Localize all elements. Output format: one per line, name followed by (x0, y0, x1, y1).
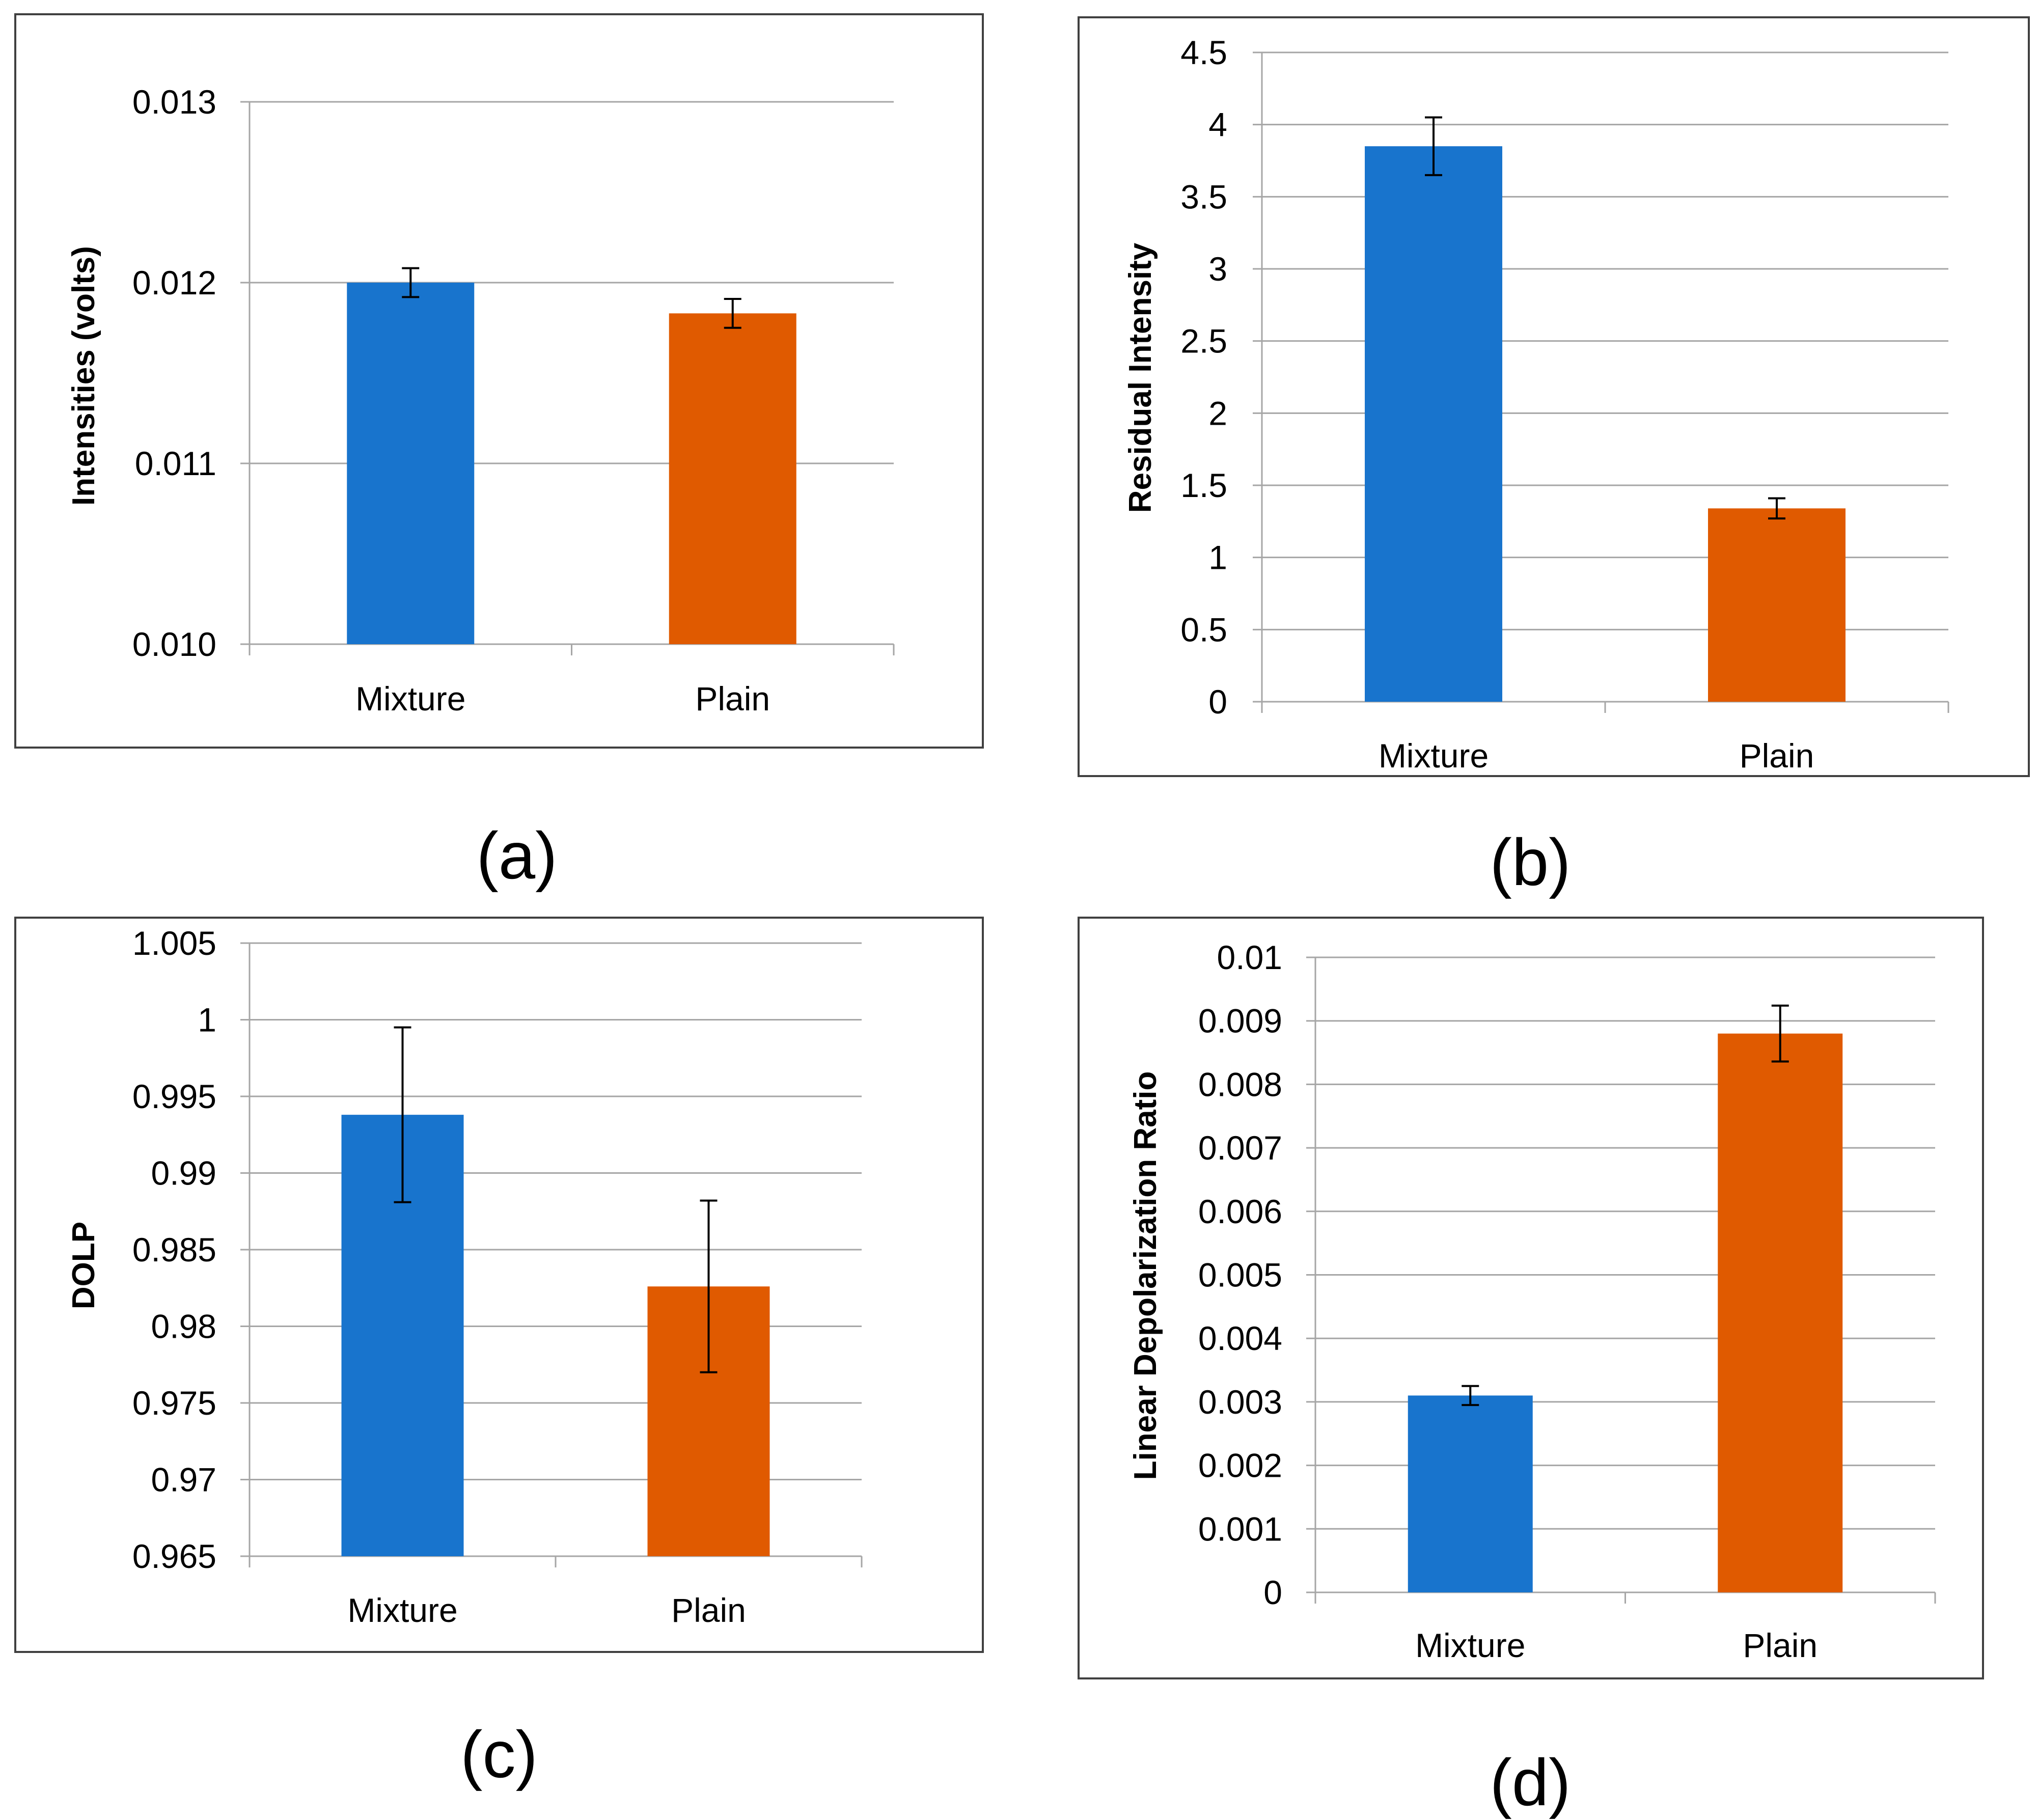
panel-c-y-tick-label: 0.965 (132, 1537, 216, 1575)
panel-c-y-tick-label: 0.97 (151, 1461, 216, 1499)
panel-c-caption: (c) (460, 1717, 538, 1791)
panel-c-category-labels: Mixture Plain (347, 1591, 746, 1629)
panel-d-category-label: Plain (1743, 1626, 1817, 1664)
panel-c-y-tick-label: 1 (198, 1001, 216, 1039)
panel-b-y-tick-label: 4 (1208, 106, 1227, 144)
panel-d-y-tick-label: 0.003 (1198, 1383, 1282, 1421)
panel-b-y-tick-label: 4.5 (1180, 34, 1227, 71)
panel-c-tick-labels: 0.965 0.97 0.975 0.98 0.985 0.99 0.995 1 1.005 (132, 924, 216, 1575)
panel-c-y-tick-label: 0.99 (151, 1154, 216, 1192)
panel-c: 0.965 0.97 0.975 0.98 0.985 0.99 0.995 1 1.005 M… (14, 917, 984, 1791)
panel-d-error-bars (1462, 1004, 1789, 1407)
panel-c-y-tick-label: 0.995 (132, 1078, 216, 1115)
panel-b-category-label: Plain (1740, 737, 1814, 775)
panel-b-frame (1078, 16, 2030, 777)
panel-a-bars (347, 283, 796, 644)
panel-a-y-tick-label: 0.013 (132, 83, 216, 121)
panel-d-category-label: Mixture (1415, 1626, 1525, 1664)
panel-b-y-tick-label: 1 (1208, 539, 1227, 576)
panel-b-tick-labels: 0 0.5 1 1.5 2 2.5 3 3.5 4 4.5 (1180, 34, 1227, 721)
panel-b-y-axis-label: Residual Intensity (1123, 242, 1158, 513)
panel-a-bar-plain (669, 313, 796, 644)
panel-b-caption: (b) (1490, 825, 1571, 899)
panel-d-y-tick-label: 0.006 (1198, 1193, 1282, 1230)
panel-d-y-tick-label: 0.01 (1217, 939, 1282, 976)
panel-a-bar-mixture (347, 283, 475, 644)
panel-b-y-tick-label: 2.5 (1180, 322, 1227, 360)
panel-a-tick-labels: 0.010 0.011 0.012 0.013 (132, 83, 216, 663)
panel-d-y-tick-label: 0.008 (1198, 1065, 1282, 1103)
panel-d-y-tick-label: 0.007 (1198, 1129, 1282, 1167)
panel-b-bar-plain (1708, 508, 1846, 702)
panel-c-frame (14, 917, 984, 1653)
panel-a-category-labels: Mixture Plain (355, 680, 770, 718)
panel-b-category-label: Mixture (1379, 737, 1489, 775)
panel-b-y-tick-label: 0.5 (1180, 611, 1227, 648)
panel-d-bar-mixture (1408, 1395, 1533, 1592)
panel-a-category-label: Plain (695, 680, 770, 718)
panel-c-error-bars (394, 1026, 718, 1373)
panel-d-y-tick-label: 0.001 (1198, 1510, 1282, 1548)
panel-b-y-tick-label: 3 (1208, 250, 1227, 288)
panel-a: 0.010 0.011 0.012 0.013 Mixture Plain Intens… (14, 13, 984, 893)
panel-c-category-label: Plain (671, 1591, 746, 1629)
panel-c-y-axis-label: DOLP (66, 1222, 101, 1309)
panel-d-category-labels: Mixture Plain (1415, 1626, 1817, 1664)
panel-d-y-tick-label: 0.002 (1198, 1447, 1282, 1484)
panel-b-y-tick-label: 1.5 (1180, 466, 1227, 504)
panel-b-y-tick-label: 2 (1208, 394, 1227, 432)
panel-c-category-label: Mixture (347, 1591, 457, 1629)
panel-c-bars (341, 1115, 770, 1556)
panel-a-y-axis-label: Intensities (volts) (66, 246, 101, 506)
panel-d-y-tick-label: 0.009 (1198, 1002, 1282, 1040)
panel-d-y-tick-label: 0.005 (1198, 1256, 1282, 1294)
panel-b-bar-mixture (1365, 146, 1502, 702)
panel-d-bar-plain (1718, 1033, 1843, 1592)
panel-a-error-bars (402, 267, 741, 329)
panel-d-y-axis-label: Linear Depolarization Ratio (1128, 1071, 1163, 1480)
panel-c-y-tick-label: 0.98 (151, 1308, 216, 1345)
panel-b-category-labels: Mixture Plain (1379, 737, 1814, 775)
panel-b-y-tick-label: 3.5 (1180, 178, 1227, 215)
panel-b-error-bars (1425, 116, 1785, 520)
panel-b: 0 0.5 1 1.5 2 2.5 3 3.5 4 4.5 Mixture Plain Residu… (1078, 16, 2030, 899)
panel-b-y-tick-label: 0 (1208, 683, 1227, 721)
panel-d-y-tick-label: 0 (1263, 1574, 1282, 1611)
panel-a-y-tick-label: 0.010 (132, 625, 216, 663)
panel-c-y-tick-label: 1.005 (132, 924, 216, 962)
panel-a-frame (14, 13, 984, 749)
panel-d-tick-labels: 0 0.001 0.002 0.003 0.004 0.005 0.006 0.007 0.00… (1198, 939, 1282, 1611)
panel-a-y-tick-label: 0.011 (135, 445, 216, 482)
panel-c-y-tick-label: 0.985 (132, 1231, 216, 1269)
panel-d-bars (1408, 1033, 1843, 1592)
panel-d: 0 0.001 0.002 0.003 0.004 0.005 0.006 0.007 0.00… (1078, 917, 1984, 1819)
panel-d-y-tick-label: 0.004 (1198, 1319, 1282, 1357)
panel-a-category-label: Mixture (355, 680, 465, 718)
panel-b-bars (1365, 146, 1846, 702)
panel-a-caption: (a) (477, 818, 558, 893)
panel-d-caption: (d) (1490, 1745, 1571, 1819)
panel-c-y-tick-label: 0.975 (132, 1384, 216, 1422)
panel-a-y-tick-label: 0.012 (132, 264, 216, 301)
